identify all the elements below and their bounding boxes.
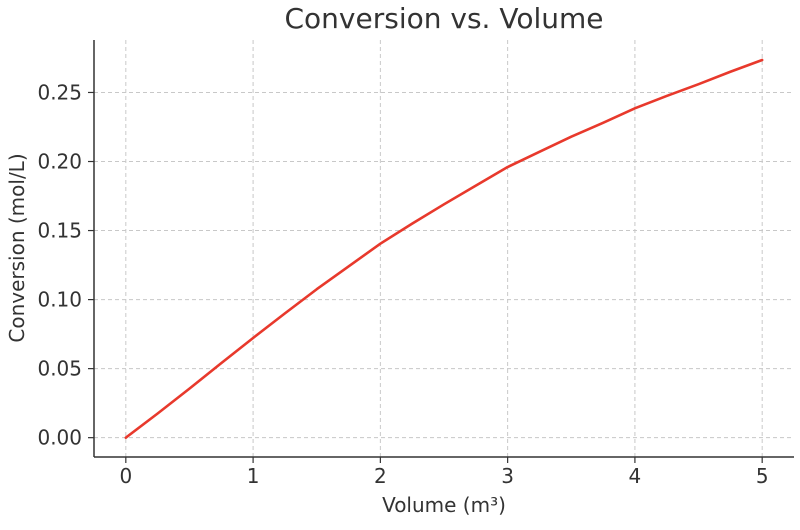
y-tick-label: 0.10 (37, 288, 82, 312)
series-line (124, 58, 764, 439)
y-tick-label: 0.25 (37, 80, 82, 104)
series-layer (124, 58, 764, 439)
y-tick-label: 0.00 (37, 426, 82, 450)
y-tick-label: 0.15 (37, 219, 82, 243)
y-tick-label: 0.20 (37, 150, 82, 174)
axes (93, 40, 794, 458)
x-tick-label: 2 (374, 464, 387, 488)
y-tick-label: 0.05 (37, 357, 82, 381)
x-tick-label: 3 (501, 464, 514, 488)
x-ticks: 0 1 2 3 4 5 (119, 457, 769, 488)
y-axis-label: Conversion (mol/L) (5, 153, 29, 342)
x-tick-label: 1 (247, 464, 260, 488)
x-tick-label: 5 (756, 464, 769, 488)
x-tick-label: 0 (119, 464, 132, 488)
y-ticks: 0.00 0.05 0.10 0.15 0.20 0.25 (37, 80, 94, 450)
x-axis-label: Volume (m³) (382, 493, 506, 517)
grid (94, 40, 794, 457)
x-tick-label: 4 (629, 464, 642, 488)
chart-title: Conversion vs. Volume (285, 2, 604, 35)
